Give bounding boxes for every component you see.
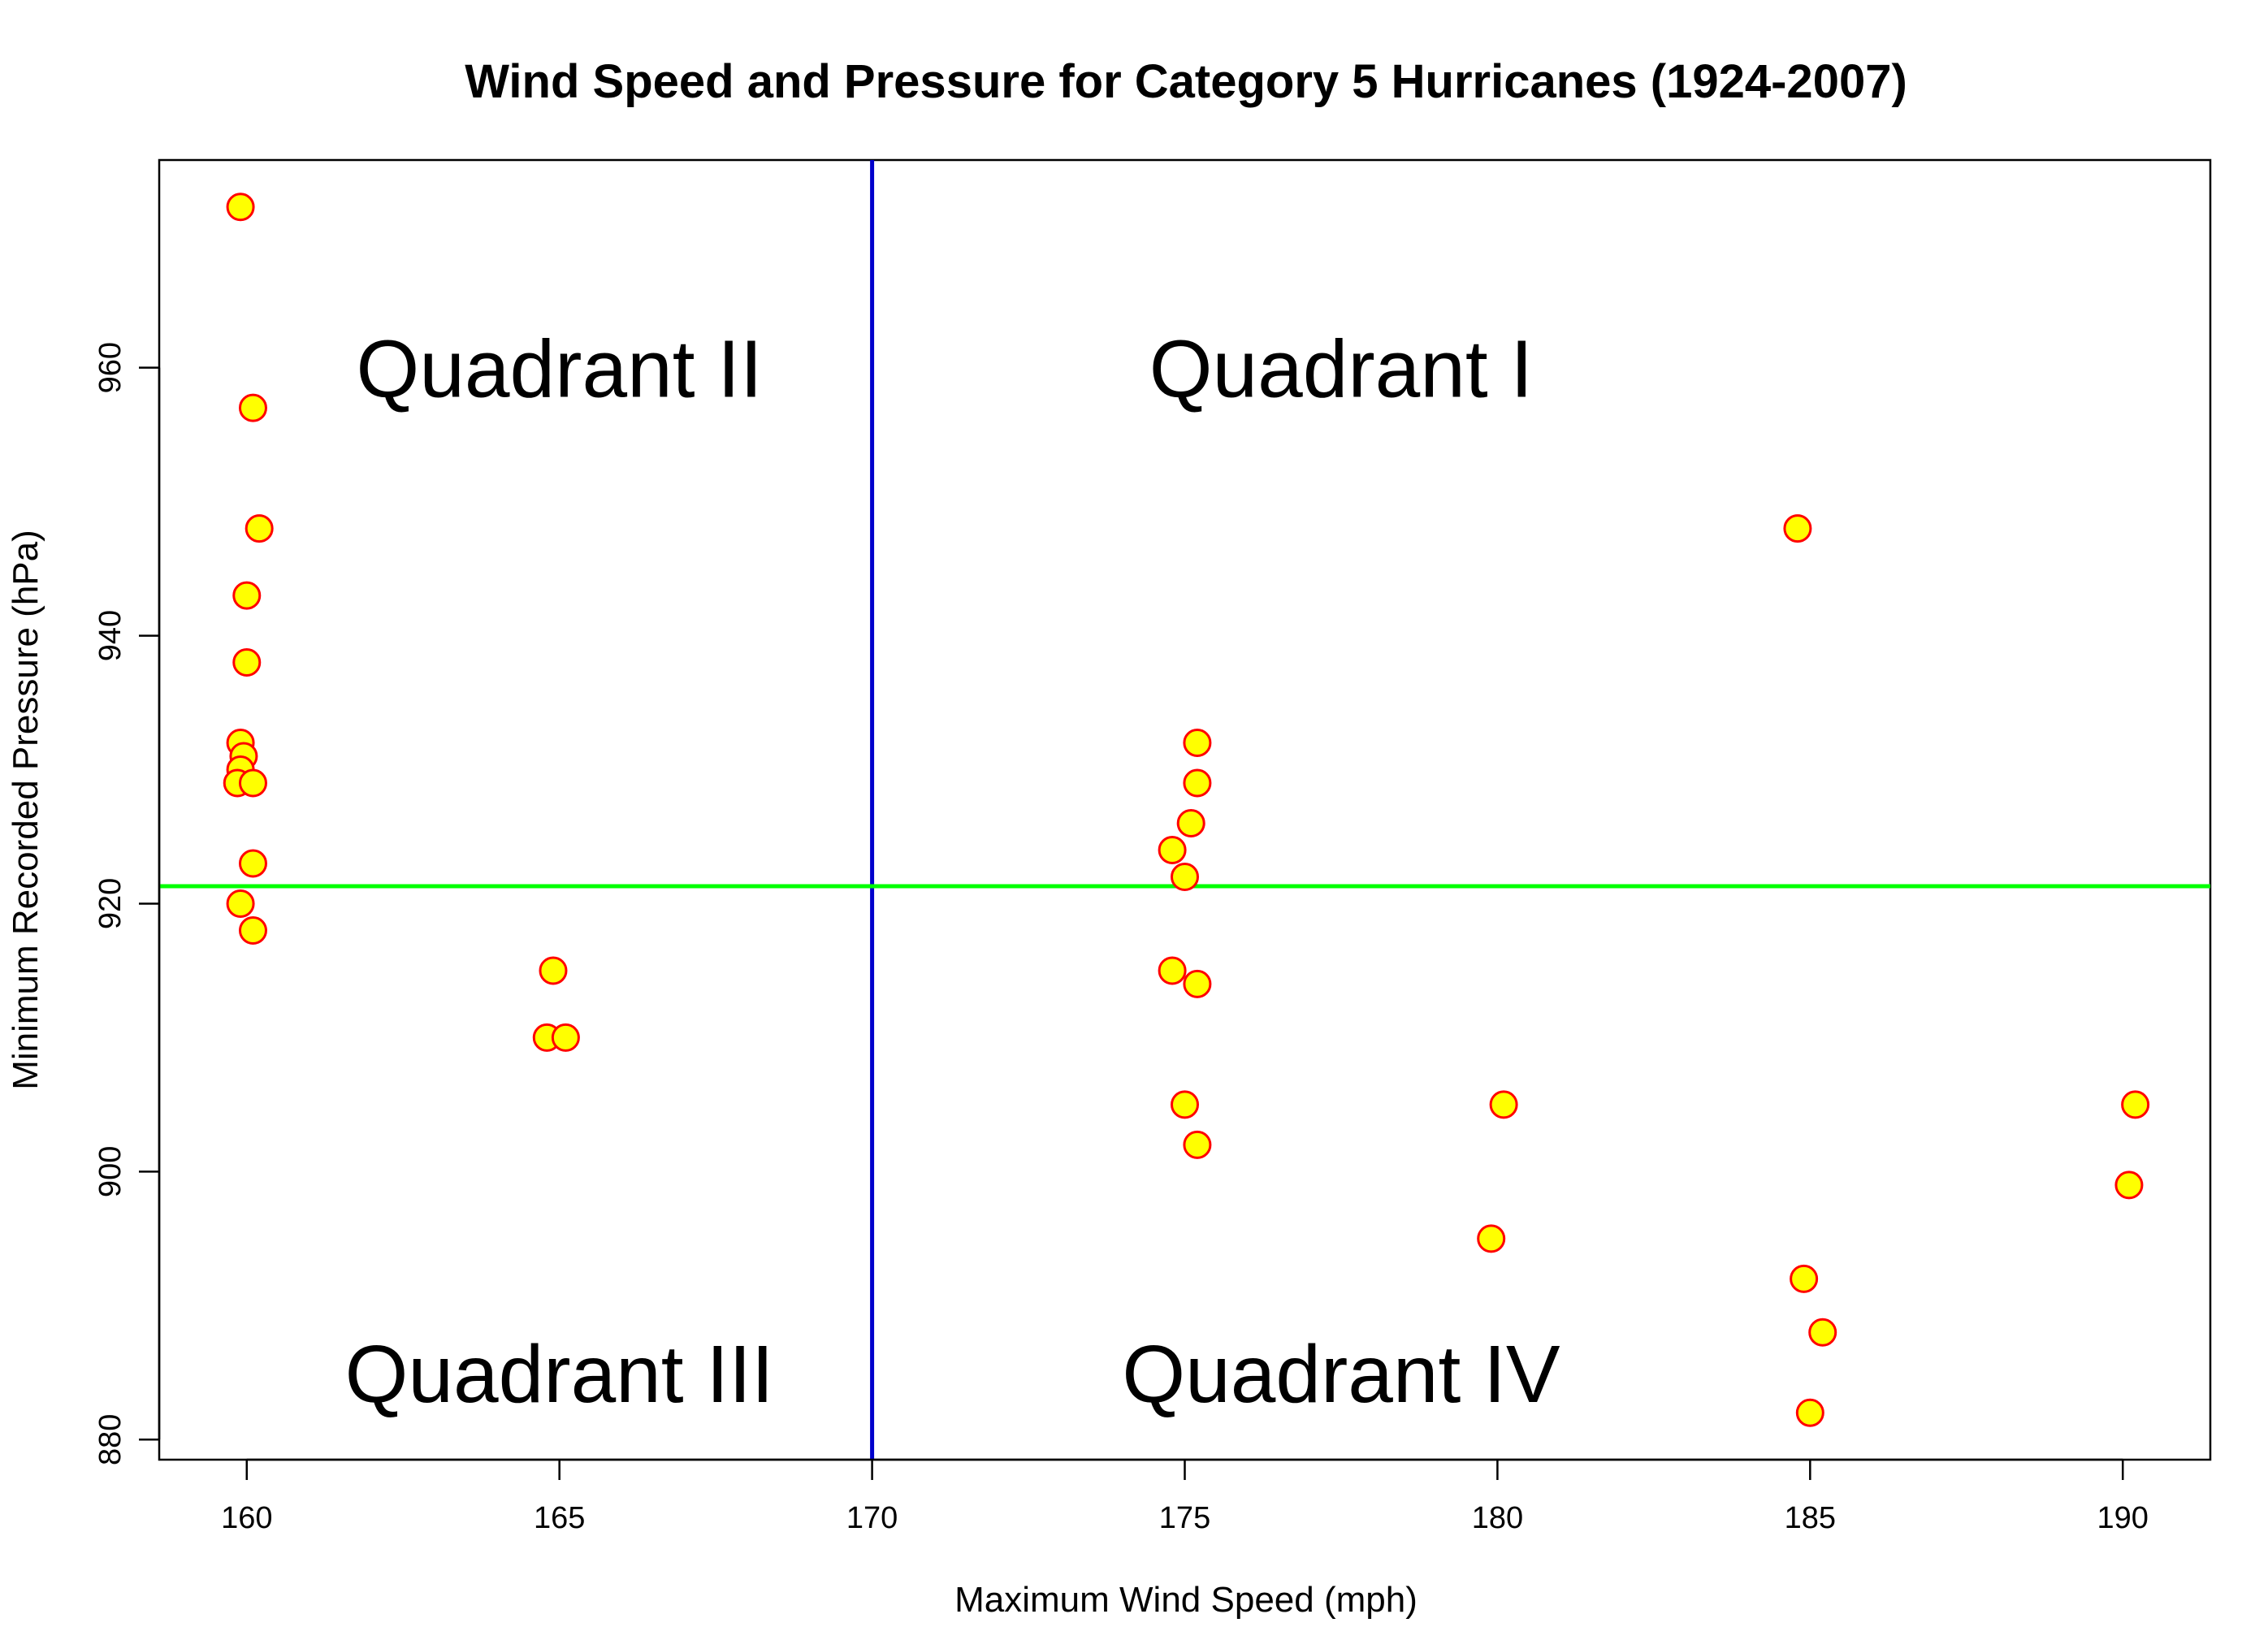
data-point bbox=[238, 768, 267, 798]
data-point bbox=[539, 956, 568, 985]
data-point bbox=[226, 889, 255, 918]
x-tick-label: 160 bbox=[221, 1501, 272, 1535]
data-point bbox=[1783, 514, 1812, 543]
data-point bbox=[1477, 1224, 1506, 1253]
data-point bbox=[238, 393, 267, 422]
data-point bbox=[1171, 1090, 1199, 1119]
data-points bbox=[223, 193, 2150, 1427]
x-axis-label: Maximum Wind Speed (mph) bbox=[954, 1580, 1418, 1620]
data-point bbox=[1183, 969, 1212, 998]
data-point bbox=[2114, 1171, 2144, 1200]
x-tick-label: 185 bbox=[1785, 1501, 1836, 1535]
y-tick-label: 880 bbox=[93, 1414, 128, 1465]
data-point bbox=[1171, 862, 1199, 891]
data-point bbox=[232, 648, 262, 677]
data-point bbox=[1158, 956, 1187, 985]
y-tick-label: 940 bbox=[93, 610, 128, 661]
data-point bbox=[232, 581, 262, 610]
data-point bbox=[1489, 1090, 1518, 1119]
x-tick-label: 175 bbox=[1159, 1501, 1210, 1535]
data-point bbox=[1808, 1318, 1837, 1347]
data-point bbox=[1158, 835, 1187, 864]
x-tick-label: 165 bbox=[534, 1501, 585, 1535]
data-point bbox=[1176, 808, 1205, 837]
x-tick-label: 190 bbox=[2097, 1501, 2149, 1535]
data-point bbox=[551, 1023, 580, 1052]
data-point bbox=[2121, 1090, 2150, 1119]
y-tick-label: 960 bbox=[93, 342, 128, 393]
data-point bbox=[1183, 729, 1212, 758]
data-point bbox=[1183, 768, 1212, 798]
data-point bbox=[1183, 1130, 1212, 1159]
y-axis-label: Minimum Recorded Pressure (hPa) bbox=[6, 530, 45, 1090]
y-axis: 880 900 920 940 960 bbox=[93, 342, 161, 1465]
data-point bbox=[1790, 1264, 1819, 1293]
data-point bbox=[238, 915, 267, 945]
quadrant-label: Quadrant II bbox=[357, 324, 763, 415]
x-tick-label: 180 bbox=[1472, 1501, 1523, 1535]
y-tick-label: 920 bbox=[93, 878, 128, 929]
quadrant-label: Quadrant III bbox=[345, 1329, 774, 1420]
data-point bbox=[245, 514, 274, 543]
x-tick-label: 170 bbox=[846, 1501, 898, 1535]
chart-title: Wind Speed and Pressure for Category 5 H… bbox=[465, 55, 1907, 108]
y-tick-label: 900 bbox=[93, 1146, 128, 1197]
data-point bbox=[238, 849, 267, 878]
quadrant-label: Quadrant I bbox=[1149, 324, 1534, 415]
quadrant-label: Quadrant IV bbox=[1122, 1329, 1560, 1420]
data-point bbox=[226, 193, 255, 222]
x-axis: 160 165 170 175 180 185 190 bbox=[221, 1458, 2149, 1535]
data-point bbox=[1795, 1398, 1824, 1427]
quadrant-labels: Quadrant II Quadrant I Quadrant III Quadran… bbox=[345, 324, 1560, 1420]
